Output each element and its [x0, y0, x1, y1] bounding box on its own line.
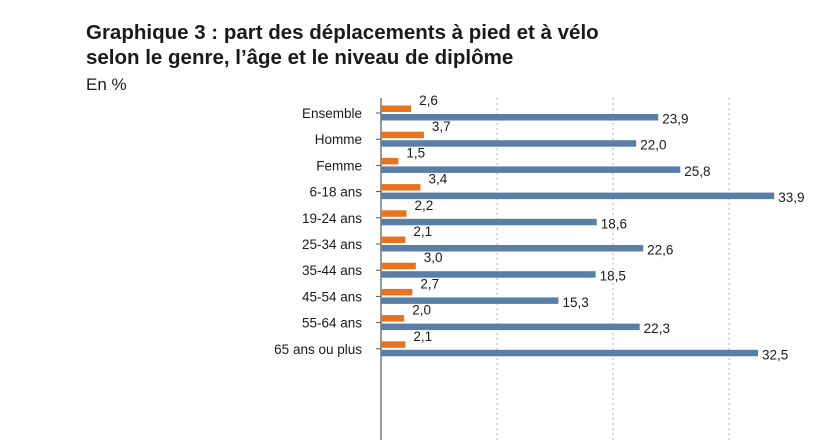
blue-bar-65-ans-ou-plus: [381, 349, 758, 357]
orange-bar-19-24-ans: [381, 210, 407, 217]
chart-unit: En %: [86, 75, 127, 94]
orange-bar-35-44-ans: [381, 262, 416, 270]
orange-value-65-ans-ou-plus: 2,1: [413, 329, 432, 344]
category-label-35-44-ans: 35-44 ans: [302, 263, 362, 278]
blue-bar-19-24-ans: [381, 218, 597, 226]
category-label-19-24-ans: 19-24 ans: [302, 211, 362, 226]
chart-title: Graphique 3 : part des déplacements à pi…: [86, 20, 806, 70]
blue-value-6-18-ans: 33,9: [778, 190, 804, 205]
orange-bar-25-34-ans: [381, 236, 406, 243]
orange-value-19-24-ans: 2,2: [415, 198, 434, 213]
orange-bar-6-18-ans: [381, 184, 421, 191]
category-label-femme: Femme: [316, 158, 362, 173]
orange-value-femme: 1,5: [406, 145, 425, 160]
orange-value-25-34-ans: 2,1: [413, 224, 432, 239]
orange-value-ensemble: 2,6: [419, 93, 438, 108]
orange-value-55-64-ans: 2,0: [412, 303, 431, 318]
category-label-homme: Homme: [315, 132, 362, 147]
orange-bar-55-64-ans: [381, 315, 405, 322]
blue-value-65-ans-ou-plus: 32,5: [762, 347, 788, 362]
category-label-65-ans-ou-plus: 65 ans ou plus: [274, 342, 362, 357]
orange-value-35-44-ans: 3,0: [424, 250, 443, 265]
orange-bar-ensemble: [381, 105, 412, 112]
category-label-ensemble: Ensemble: [302, 106, 362, 121]
blue-value-45-54-ans: 15,3: [562, 295, 588, 310]
blue-value-55-64-ans: 22,3: [644, 321, 670, 336]
blue-value-35-44-ans: 18,5: [600, 269, 626, 284]
orange-value-6-18-ans: 3,4: [428, 172, 447, 187]
chart-title-line-2: selon le genre, l’âge et le niveau de di…: [86, 46, 514, 69]
category-label-25-34-ans: 25-34 ans: [302, 237, 362, 252]
blue-value-homme: 22,0: [640, 138, 666, 153]
blue-bar-25-34-ans: [381, 245, 644, 252]
blue-bar-femme: [381, 166, 681, 173]
blue-bar-homme: [381, 140, 637, 147]
orange-bar-45-54-ans: [381, 288, 413, 296]
blue-bar-6-18-ans: [381, 192, 775, 200]
category-label-55-64-ans: 55-64 ans: [302, 316, 362, 331]
category-label-6-18-ans: 6-18 ans: [309, 185, 362, 200]
category-label-45-54-ans: 45-54 ans: [302, 289, 362, 304]
blue-bar-55-64-ans: [381, 323, 640, 331]
blue-bar-45-54-ans: [381, 297, 559, 304]
blue-value-ensemble: 23,9: [662, 112, 688, 127]
blue-bar-ensemble: [381, 114, 659, 121]
blue-value-25-34-ans: 22,6: [647, 243, 673, 258]
orange-bar-homme: [381, 131, 424, 139]
blue-value-19-24-ans: 18,6: [601, 216, 627, 231]
orange-bar-65-ans-ou-plus: [381, 341, 406, 348]
blue-bar-35-44-ans: [381, 271, 596, 278]
chart-title-line-1: Graphique 3 : part des déplacements à pi…: [86, 21, 599, 44]
orange-value-homme: 3,7: [432, 119, 451, 134]
blue-value-femme: 25,8: [684, 164, 710, 179]
orange-value-45-54-ans: 2,7: [420, 276, 439, 291]
orange-bar-femme: [381, 157, 399, 165]
